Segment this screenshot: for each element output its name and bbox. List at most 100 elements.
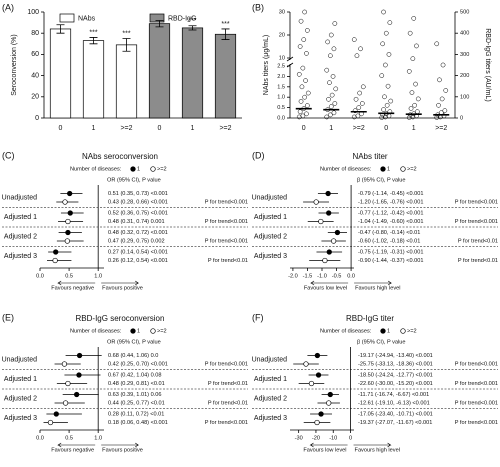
y2-tick-label: 100 — [460, 94, 469, 100]
data-point — [305, 103, 310, 108]
column-header: β (95% CI), P value — [357, 339, 406, 345]
x-tick-label: 1 — [92, 125, 96, 132]
legend-marker — [150, 166, 156, 172]
x-tick-label: -20 — [312, 435, 320, 441]
y2-tick-label: 500 — [460, 9, 469, 15]
estimate-label: 0.44 (0.25, 0.77) <0.01 — [108, 400, 165, 406]
bar — [214, 33, 237, 119]
error-bar — [155, 20, 164, 28]
chart-title: NAbs seroconversion — [82, 152, 158, 161]
data-point — [332, 21, 338, 26]
data-point — [296, 114, 302, 120]
data-point — [406, 115, 412, 120]
y-tick-label: 0 — [35, 115, 39, 122]
point-estimate — [62, 400, 69, 406]
trend-label: P for trend<0.001 — [205, 199, 248, 205]
favours-arrow — [309, 442, 392, 448]
data-point — [357, 90, 362, 96]
row-label: Adjusted 2 — [4, 234, 37, 241]
point-estimate — [64, 238, 70, 244]
x-tick-label: 0.5 — [65, 435, 73, 441]
chart-title: RBD-IgG seroconversion — [76, 314, 165, 323]
legend-label: >=2 — [407, 166, 417, 172]
estimate-label: -18.50 (-24.24, -12.77) <0.001 — [358, 372, 433, 378]
point-estimate — [318, 218, 324, 225]
estimate-label: -12.61 (-19.10, -6.13) <0.001 — [358, 400, 430, 406]
data-point — [332, 101, 338, 106]
trend-label: P for trend<0.001 — [205, 238, 248, 244]
y-tick-label: 1.0 — [277, 95, 285, 101]
estimate-label: -0.75 (-1.19, -0.31) <0.001 — [358, 249, 423, 255]
panel-label: (A) — [2, 2, 14, 12]
point-estimate — [53, 411, 59, 417]
x-tick-label: 0 — [384, 125, 388, 132]
data-point — [356, 105, 362, 110]
data-point — [410, 56, 416, 61]
column-header: β (95% CI), P value — [357, 177, 406, 183]
favours-label: Favours negative — [51, 285, 94, 291]
favours-label: Favours high level — [355, 447, 400, 453]
data-point — [355, 113, 361, 119]
x-tick-label: -0.5 — [332, 273, 342, 279]
data-point — [351, 37, 357, 42]
data-point — [329, 92, 335, 98]
x-tick-label: >=2 — [120, 125, 132, 132]
data-point — [441, 113, 447, 119]
point-estimate — [67, 210, 73, 216]
data-point — [385, 83, 391, 89]
estimate-label: -25.75 (-33.13, -18.36) <0.001 — [358, 361, 433, 367]
row-label: Unadjusted — [2, 357, 38, 364]
x-tick-label: >=2 — [219, 125, 231, 132]
y-tick-label: 100 — [27, 9, 39, 16]
point-estimate — [65, 380, 71, 387]
data-point — [297, 109, 303, 115]
legend-title: Number of diseases: — [70, 166, 122, 172]
data-point — [409, 90, 415, 95]
y-tick-label: 20 — [279, 32, 285, 38]
trend-label: P for trend<0.001 — [205, 361, 248, 367]
estimate-label: 0.48 (0.32, 0.72) <0.001 — [108, 230, 168, 236]
y-axis — [286, 12, 294, 118]
panel-label: (F) — [252, 312, 264, 322]
panel-label: (E) — [2, 312, 14, 322]
x-tick-label: 1 — [412, 125, 416, 132]
data-point — [324, 114, 330, 120]
legend-marker — [400, 328, 406, 334]
data-point — [436, 102, 441, 108]
data-point — [328, 32, 334, 38]
data-point — [388, 98, 394, 104]
legend-label: NAbs — [78, 15, 96, 22]
trend-label: P for trend<0.01 — [458, 258, 498, 264]
point-estimate — [65, 218, 71, 225]
estimate-label: -19.17 (-24.94, -13.40) <0.001 — [358, 353, 433, 359]
data-point — [354, 53, 360, 59]
data-point — [414, 43, 419, 49]
point-estimate — [76, 352, 83, 359]
data-point — [297, 44, 303, 49]
estimate-label: 0.28 (0.11, 0.72) <0.01 — [108, 411, 164, 417]
trend-label: P for trend<0.001 — [205, 420, 248, 426]
error-bar — [221, 28, 230, 40]
x-tick-label: 0 — [158, 125, 162, 132]
y-tick-label: 0.5 — [277, 105, 285, 111]
estimate-label: -0.77 (-1.12, -0.42) <0.001 — [358, 210, 423, 216]
favours-label: Favours negative — [51, 447, 94, 453]
estimate-label: -0.47 (-0.80, -0.14) <0.01 — [358, 230, 420, 236]
data-point — [298, 99, 304, 104]
row-label: Adjusted 3 — [254, 415, 287, 422]
y2-axis-label: RBD-IgG titers (AU/mL) — [484, 28, 491, 102]
x-tick-label: >=2 — [353, 125, 365, 132]
bar — [49, 28, 72, 119]
significance-label: *** — [122, 30, 130, 37]
x-tick-label: 0.5 — [65, 273, 73, 279]
favours-arrow — [310, 280, 393, 286]
trend-label: P for trend<0.01 — [208, 381, 248, 387]
data-point — [301, 37, 307, 42]
data-point — [304, 51, 309, 56]
data-point — [325, 39, 330, 45]
legend-marker — [130, 166, 136, 172]
data-point — [328, 53, 333, 59]
legend-title: Number of diseases: — [320, 328, 372, 334]
y-tick-label: 60 — [31, 51, 39, 58]
